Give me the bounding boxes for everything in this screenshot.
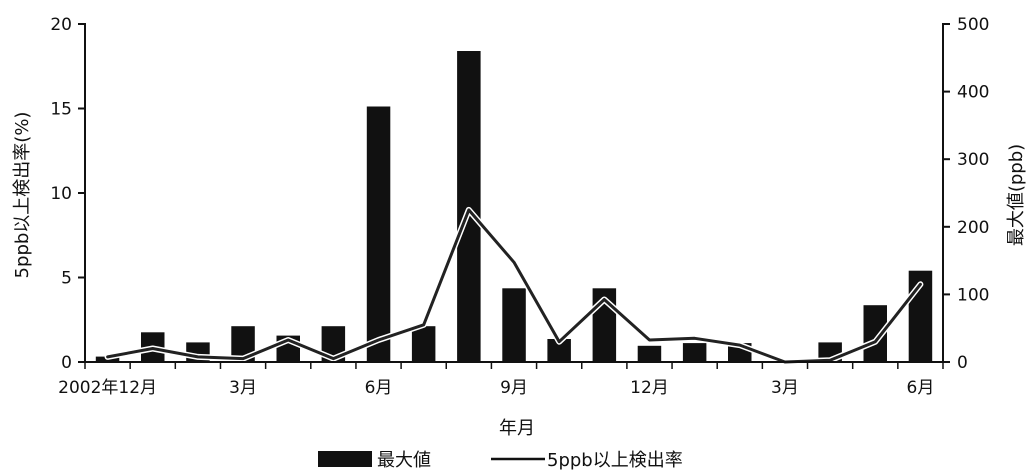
bar-7 — [411, 326, 436, 362]
y-left-tick-label-20: 20 — [50, 15, 72, 35]
y-right-tick-label-300: 300 — [957, 150, 989, 170]
legend-label-bar: 最大値 — [377, 450, 431, 471]
y-right-tick-label-0: 0 — [957, 353, 968, 373]
y-right-tick-label-400: 400 — [957, 83, 989, 103]
x-tick-label-1: 3月 — [229, 378, 257, 398]
bar-8 — [457, 51, 481, 362]
x-tick-label-2: 6月 — [365, 378, 393, 398]
bar-12 — [637, 345, 662, 362]
y-right-tick-label-100: 100 — [957, 285, 989, 305]
legend-swatch-bar — [318, 451, 372, 467]
legend: 最大値 5ppb以上検出率 — [318, 450, 683, 471]
bar-series — [95, 51, 933, 362]
y-left-tick-label-0: 0 — [61, 353, 72, 373]
x-axis-title: 年月 — [499, 418, 535, 439]
y-left-tick-label-15: 15 — [50, 100, 72, 120]
x-tick-label-5: 3月 — [771, 378, 799, 398]
bar-17 — [863, 305, 887, 362]
y-axis-left-title: 5ppb以上検出率(%) — [12, 112, 33, 279]
y-left-tick-label-10: 10 — [50, 184, 72, 204]
bar-13 — [682, 343, 707, 362]
y-axis-right-title: 最大値(ppb) — [1006, 144, 1027, 246]
bar-9 — [502, 288, 526, 362]
legend-label-line: 5ppb以上検出率 — [547, 450, 683, 471]
bar-6 — [366, 106, 391, 362]
bar-10 — [547, 339, 571, 362]
y-left-tick-label-5: 5 — [61, 269, 72, 289]
x-tick-label-3: 9月 — [500, 378, 528, 398]
y-right-tick-label-200: 200 — [957, 218, 989, 238]
x-tick-label-0: 2002年12月 — [58, 378, 157, 398]
x-tick-label-6: 6月 — [907, 378, 935, 398]
y-right-tick-label-500: 500 — [957, 15, 989, 35]
x-tick-label-4: 12月 — [630, 378, 669, 398]
